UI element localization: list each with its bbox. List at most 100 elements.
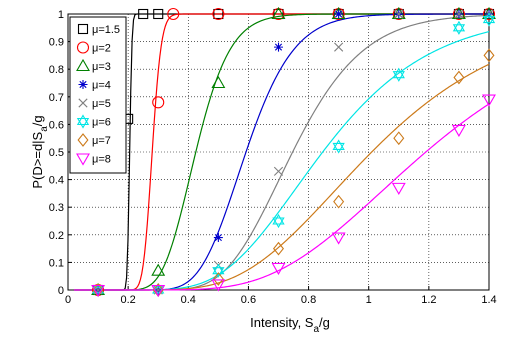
legend-label-8: μ=8 [92, 154, 111, 166]
x-tick-label: 1.2 [421, 294, 436, 306]
y-tick-label: 0.2 [49, 230, 64, 242]
legend-marker-6-tri-a [76, 114, 90, 126]
series-7-point [272, 241, 285, 256]
legend-marker-5 [78, 98, 88, 108]
series-6-point-tri-b [392, 71, 405, 82]
series-6-point-tri-a [272, 213, 285, 225]
series-5-point [394, 9, 404, 19]
legend-marker-1 [77, 23, 89, 35]
legend-label-5: μ=5 [92, 98, 111, 110]
series-6-point [272, 213, 285, 229]
series-6-point [392, 67, 405, 82]
series-3-point [211, 75, 226, 89]
legend-label-4: μ=4 [92, 80, 111, 92]
x-tick-label: 0 [65, 294, 71, 306]
x-tick-label: 0.2 [120, 294, 135, 306]
series-8-point [271, 262, 286, 276]
series-6-point-tri-b [212, 267, 225, 278]
x-tick-label: 0.8 [301, 294, 316, 306]
series-6-point [452, 20, 466, 35]
series-6-point-tri-b [332, 142, 345, 154]
legend-marker-3 [76, 58, 90, 72]
series-8-point [151, 284, 166, 298]
series-7-point [333, 194, 345, 209]
legend-marker-7 [77, 133, 89, 147]
series-3-point [151, 263, 166, 276]
legend-label-7: μ=7 [92, 135, 111, 147]
series-3-point [271, 6, 286, 20]
legend-label-1: μ=1.5 [92, 24, 120, 36]
legend-label-2: μ=2 [92, 43, 111, 55]
legend-marker-6-tri-b [76, 117, 90, 129]
x-axis-label: Intensity, Sa/g [250, 315, 330, 335]
legend-label-6: μ=6 [92, 117, 111, 129]
legend: μ=1.5 μ=2 μ=3 μ=4 μ=5 μ=6 μ=7 μ=8 [69, 16, 127, 174]
series-5-point [273, 166, 284, 176]
series-6-point-tri-a [91, 282, 105, 294]
series-6-point [482, 12, 496, 27]
series-4-point [334, 9, 344, 19]
series-6-point-tri-b [452, 24, 466, 35]
series-1-point [138, 8, 149, 20]
legend-marker-8 [76, 153, 90, 166]
y-axis-label-sub: a [39, 126, 50, 132]
series-7-point [393, 131, 405, 146]
series-7-point [483, 48, 495, 63]
series-1-point [213, 8, 224, 20]
y-tick-label: 0.4 [49, 175, 64, 187]
series-5-point [334, 42, 344, 52]
legend-marker-6 [76, 114, 90, 129]
curves [74, 13, 490, 291]
series-1-point [153, 8, 164, 20]
y-axis-label-tail: /g [30, 115, 45, 126]
series-8-point [331, 232, 346, 245]
y-tick-label: 0.1 [49, 257, 64, 269]
x-axis-label-tail: /g [319, 315, 330, 330]
x-tick-label: 0.4 [181, 294, 196, 306]
y-tick-label: 0.7 [49, 92, 64, 104]
legend-items: μ=1.5 μ=2 μ=3 μ=4 μ=5 μ=6 μ=7 μ=8 [76, 23, 120, 166]
x-tick-labels: 0 0.2 0.4 0.6 0.8 1 1.2 1.4 [65, 294, 497, 306]
series-6-point-tri-a [452, 20, 466, 32]
y-tick-labels: 0 0.1 0.2 0.3 0.4 0.5 0.6 0.7 0.8 0.9 1 [49, 9, 64, 297]
series-6-point-tri-a [332, 139, 345, 151]
y-tick-label: 0 [58, 285, 64, 297]
series-6-point [332, 139, 345, 154]
x-axis-label-main: Intensity, S [250, 315, 314, 330]
series-8-point [451, 124, 466, 138]
series-4-point [213, 233, 223, 243]
y-tick-label: 0.8 [49, 64, 64, 76]
series-8-point [91, 284, 106, 298]
x-tick-label: 1 [366, 294, 372, 306]
series-4-point [274, 42, 283, 52]
series-8-point [211, 279, 226, 292]
series-8-point [391, 182, 406, 195]
legend-label-3: μ=3 [92, 61, 111, 73]
y-tick-label: 1 [58, 9, 64, 21]
legend-marker-2 [76, 41, 90, 54]
series-5-point [454, 9, 464, 19]
series-6-point-tri-a [152, 282, 165, 294]
y-tick-label: 0.9 [49, 37, 64, 49]
x-tick-label: 1.4 [481, 294, 496, 306]
x-axis-label-sub: a [313, 324, 319, 335]
y-tick-label: 0.6 [49, 119, 64, 131]
series-6-point-tri-a [482, 12, 496, 24]
y-tick-label: 0.5 [49, 147, 64, 159]
y-axis-label: P(D>=d|Sa/g [30, 115, 50, 188]
series-2-point [152, 96, 165, 109]
x-tick-label: 0.6 [241, 294, 256, 306]
series-2-point [212, 7, 225, 21]
y-axis-label-main: P(D>=d|S [30, 131, 45, 188]
markers [91, 6, 496, 298]
y-tick-label: 0.3 [49, 202, 64, 214]
series-7-point [453, 70, 465, 85]
legend-box [69, 16, 127, 174]
legend-marker-4 [78, 80, 88, 89]
series-7-point [212, 272, 224, 286]
series-6-point-tri-a [392, 67, 405, 79]
series-2-point [167, 7, 180, 21]
series-6-point-tri-b [482, 15, 496, 27]
series-8-point [482, 94, 496, 107]
